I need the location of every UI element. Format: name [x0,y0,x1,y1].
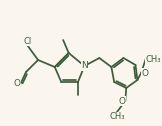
Text: O: O [141,69,148,77]
Text: CH₃: CH₃ [146,55,161,64]
Text: Cl: Cl [24,37,32,46]
Text: N: N [81,61,88,71]
Text: CH₃: CH₃ [109,112,125,121]
Text: O: O [13,80,20,88]
Text: O: O [118,97,125,105]
